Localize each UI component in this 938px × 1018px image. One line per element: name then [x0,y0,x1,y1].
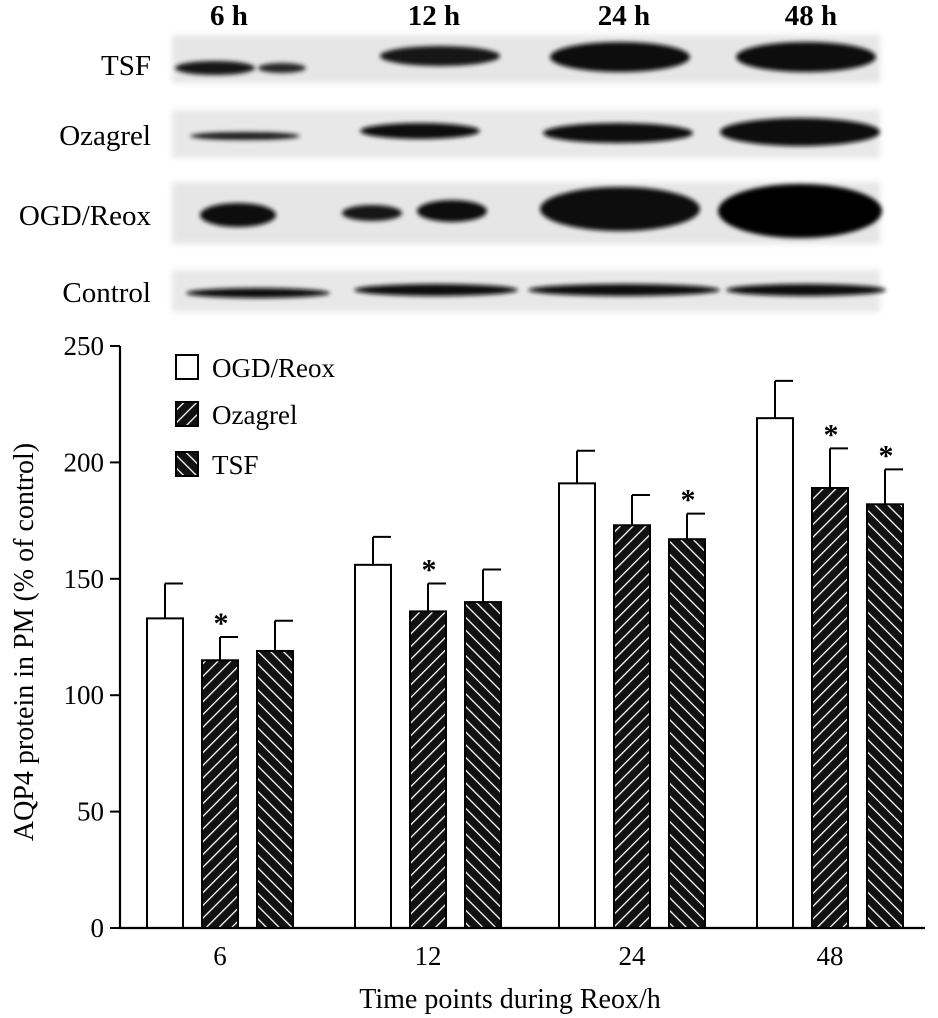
band-tsf-6h-b [258,63,306,73]
x-tick-label: 48 [817,941,844,971]
band-ogd-reox-12h-b [417,200,487,222]
blot-row-label-ozagrel: Ozagrel [59,120,151,152]
bar-tsf-24 [668,538,706,929]
bar-series: * * * * * [146,379,904,930]
blot-time-label-24h: 24 h [598,0,650,32]
y-tick-label: 100 [64,680,105,710]
blot-time-label-6h: 6 h [210,0,248,32]
bar-tsf-48 [866,503,904,929]
bar-chart: 0 50 100 150 200 250 6 12 24 48 * * * * * Time point… [9,331,925,1015]
band-control-48h [726,284,886,296]
bar-ogd-reox-24 [558,482,596,929]
band-ozagrel-12h [360,123,480,139]
blot-row-label-ogd-reox: OGD/Reox [19,200,152,232]
y-axis-title: AQP4 protein in PM (% of control) [9,443,40,841]
legend-swatch-ozagrel [175,401,199,427]
band-ozagrel-48h [720,118,880,146]
band-control-6h [186,288,330,298]
bar-tsf-12 [464,601,502,930]
bar-ogd-reox-6 [146,617,184,929]
significance-star: * [422,553,437,586]
band-ozagrel-6h [190,132,300,140]
significance-star: * [681,484,696,517]
bar-ogd-reox-12 [354,563,392,929]
significance-star: * [214,607,229,640]
x-axis-title: Time points during Reox/h [359,984,661,1015]
y-tick-label: 0 [91,913,105,943]
x-tick-label: 24 [619,941,647,971]
significance-star: * [879,439,894,472]
bar-ozagrel-12 [409,610,447,930]
band-ogd-reox-48h [718,184,882,238]
legend-label-tsf: TSF [212,450,259,480]
blot-row-label-control: Control [62,277,151,309]
legend-label-ozagrel: Ozagrel [212,400,297,430]
blot-strip-tsf [172,35,880,83]
band-tsf-12h [380,46,500,66]
band-tsf-48h [736,42,876,72]
band-ozagrel-24h [543,123,693,143]
x-tick-label: 12 [415,941,442,971]
significance-star: * [824,418,839,451]
y-tick-label: 250 [64,331,105,361]
y-tick-label: 200 [64,447,105,477]
legend-swatch-tsf [175,451,199,477]
x-tick-label: 6 [213,941,227,971]
band-ogd-reox-12h [342,205,402,221]
y-tick-label: 50 [77,797,104,827]
bar-ozagrel-6 [201,659,239,930]
blot-row-label-tsf: TSF [101,50,151,82]
blot-strip-ogd-reox [172,182,882,244]
band-tsf-24h [550,42,690,72]
blot-time-label-48h: 48 h [785,0,837,32]
legend-label-ogd-reox: OGD/Reox [212,353,335,383]
band-tsf-6h [175,61,255,75]
band-control-12h [354,284,518,296]
y-tick-label: 150 [64,564,105,594]
bar-tsf-6 [256,649,294,930]
x-axis-ticks: 6 12 24 48 [213,941,843,971]
legend-swatch-ogd-reox [175,354,199,380]
y-axis-ticks: 0 50 100 150 200 250 [64,331,120,943]
legend: OGD/Reox Ozagrel TSF [175,353,335,480]
blot-time-label-12h: 12 h [408,0,460,32]
bar-ozagrel-24 [613,524,651,929]
blot-strip-control [172,270,886,312]
band-control-24h [528,284,720,296]
blot-strip-ozagrel [172,110,880,158]
western-blot: 6 h 12 h 24 h 48 h TSF Ozagrel OGD/Reox … [19,0,886,312]
band-ogd-reox-24h [540,187,700,231]
bar-ozagrel-48 [811,487,849,929]
bar-ogd-reox-48 [756,417,794,929]
band-ogd-reox-6h [200,203,276,227]
